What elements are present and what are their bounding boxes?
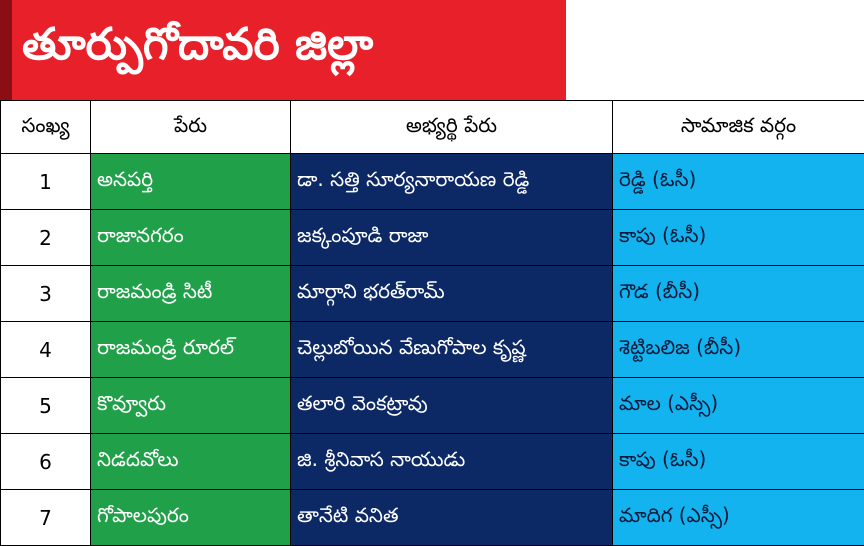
constituency-name: గోపాలపురం: [91, 490, 291, 546]
row-number: 7: [1, 490, 91, 546]
candidate-name: మార్గాని భరత్‌రామ్: [291, 266, 613, 322]
header-candidate: అభ్యర్థి పేరు: [291, 101, 613, 154]
row-number: 4: [1, 322, 91, 378]
candidate-name: తానేటి వనిత: [291, 490, 613, 546]
table-row: 5 కొవ్వూరు తలారి వెంకట్రావు మాల (ఎస్సీ): [1, 378, 864, 434]
page-title: తూర్పుగోదావరి జిల్లా: [22, 0, 373, 100]
candidate-name: డా. సత్తి సూర్యనారాయణ రెడ్డి: [291, 154, 613, 210]
table-row: 2 రాజానగరం జక్కంపూడి రాజా కాపు (ఓసీ): [1, 210, 864, 266]
constituency-name: నిడదవోలు: [91, 434, 291, 490]
title-banner: తూర్పుగోదావరి జిల్లా: [0, 0, 566, 100]
header-caste: సామాజిక వర్గం: [613, 101, 864, 154]
table-row: 4 రాజమండ్రి రూరల్ చెల్లుబోయిన వేణుగోపాల …: [1, 322, 864, 378]
table-header-row: సంఖ్య పేరు అభ్యర్థి పేరు సామాజిక వర్గం: [1, 101, 864, 154]
caste-category: రెడ్డి (ఓసీ): [613, 154, 864, 210]
banner-stripe: [0, 0, 12, 100]
candidate-name: జి. శ్రీనివాస నాయుడు: [291, 434, 613, 490]
constituency-name: అనపర్తి: [91, 154, 291, 210]
candidates-table: సంఖ్య పేరు అభ్యర్థి పేరు సామాజిక వర్గం 1…: [0, 100, 864, 546]
constituency-name: రాజమండ్రి సిటీ: [91, 266, 291, 322]
caste-category: మాల (ఎస్సీ): [613, 378, 864, 434]
caste-category: కాపు (ఓసీ): [613, 210, 864, 266]
table-row: 7 గోపాలపురం తానేటి వనిత మాదిగ (ఎస్సీ): [1, 490, 864, 546]
table-row: 6 నిడదవోలు జి. శ్రీనివాస నాయుడు కాపు (ఓస…: [1, 434, 864, 490]
header-constituency: పేరు: [91, 101, 291, 154]
caste-category: కాపు (ఓసీ): [613, 434, 864, 490]
caste-category: మాదిగ (ఎస్సీ): [613, 490, 864, 546]
header-number: సంఖ్య: [1, 101, 91, 154]
row-number: 1: [1, 154, 91, 210]
caste-category: గౌడ (బీసీ): [613, 266, 864, 322]
candidate-name: తలారి వెంకట్రావు: [291, 378, 613, 434]
table-row: 1 అనపర్తి డా. సత్తి సూర్యనారాయణ రెడ్డి ర…: [1, 154, 864, 210]
row-number: 6: [1, 434, 91, 490]
candidate-name: జక్కంపూడి రాజా: [291, 210, 613, 266]
table-row: 3 రాజమండ్రి సిటీ మార్గాని భరత్‌రామ్ గౌడ …: [1, 266, 864, 322]
constituency-name: కొవ్వూరు: [91, 378, 291, 434]
constituency-name: రాజమండ్రి రూరల్: [91, 322, 291, 378]
row-number: 3: [1, 266, 91, 322]
caste-category: శెట్టిబలిజ (బీసీ): [613, 322, 864, 378]
constituency-name: రాజానగరం: [91, 210, 291, 266]
candidate-name: చెల్లుబోయిన వేణుగోపాల కృష్ణ: [291, 322, 613, 378]
row-number: 2: [1, 210, 91, 266]
row-number: 5: [1, 378, 91, 434]
